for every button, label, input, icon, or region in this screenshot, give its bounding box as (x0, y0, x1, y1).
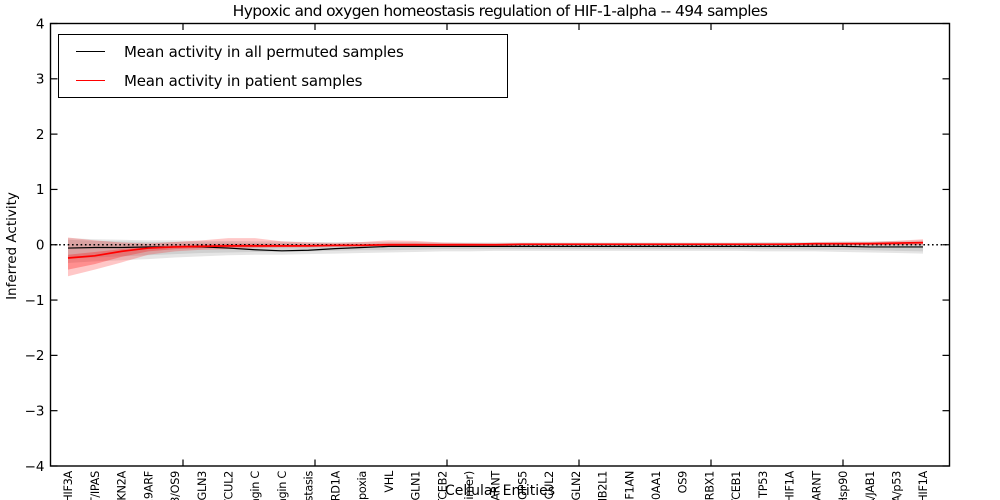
x-category-label: OS9 (677, 471, 690, 493)
legend-item-permuted: Mean activity in all permuted samples (59, 38, 507, 66)
x-category-label: HIF1A/p53 (890, 471, 903, 500)
x-category-label: VHL (383, 470, 396, 493)
x-category-label: HIF1A/Hsp90 (837, 471, 850, 500)
x-axis-label: Cellular Entities (444, 483, 556, 499)
x-category-label: HIF1A/ARNT (810, 471, 823, 500)
x-category-label: FIH (dimer) (463, 471, 476, 500)
patient-mean-line (67, 241, 924, 259)
y-tick-label: −4 (25, 459, 45, 475)
x-category-label: response to hypoxia (356, 471, 369, 500)
legend-box: Mean activity in all permuted samples Me… (58, 34, 508, 98)
permuted-mean-line (67, 245, 923, 252)
patient-line-swatch (76, 80, 105, 81)
x-category-label: CUL2 (543, 471, 556, 500)
permuted-line-swatch (76, 51, 105, 52)
x-category-label: RACK1/Elongin B/Elongin C (276, 471, 289, 500)
y-tick-label: 3 (36, 72, 45, 88)
legend-label-patient: Mean activity in patient samples (124, 71, 363, 90)
x-category-label: HIF3A (62, 470, 75, 500)
x-category-label: HIF1A/JAB1 (864, 471, 877, 500)
y-tick-label: −2 (25, 348, 45, 364)
x-category-label: EGLN2 (570, 471, 583, 500)
y-tick-label: 2 (36, 127, 45, 143)
x-category-label: HIF1A/RACK1/Elongin B/Elongin C (249, 471, 262, 500)
y-tick-label: −1 (25, 293, 45, 309)
x-category-label: HIF1AN (623, 471, 636, 500)
x-category-label: HIF1A/p19ARF (142, 471, 155, 500)
x-category-label: EGLN1 (410, 471, 423, 500)
legend-item-patient: Mean activity in patient samples (59, 67, 507, 95)
x-category-label: CDKN2A (116, 470, 129, 500)
chart-title: Hypoxic and oxygen homeostasis regulatio… (232, 2, 768, 20)
x-category-label: ARNT/IPAS (89, 471, 102, 500)
x-category-label: VHL/Elongin B/Elongin C/RBX1/CUL2/HIF1A (917, 470, 930, 500)
x-category-label: GNB2L1 (597, 471, 610, 500)
x-category-label: ARD1A (329, 470, 342, 500)
x-category-label: ARNT (490, 471, 503, 500)
x-category-label: HSP90AA1 (650, 471, 663, 500)
x-category-label: oxygen homeostasis (303, 471, 316, 500)
y-tick-label: −3 (25, 403, 45, 419)
legend-label-permuted: Mean activity in all permuted samples (124, 42, 404, 61)
x-category-label: COPS5 (516, 471, 529, 500)
x-category-label: TCEB2 (436, 471, 449, 500)
x-category-label: HIF1A (784, 470, 797, 500)
x-category-label: VHL/Elongin B/Elongin C/RBX1/CUL2 (223, 471, 236, 500)
y-axis-label: Inferred Activity (4, 192, 20, 300)
x-category-label: EGLN3 (196, 471, 209, 500)
x-category-label: RBX1 (703, 471, 716, 500)
y-tick-label: 1 (36, 182, 45, 198)
y-tick-label: 4 (36, 16, 45, 32)
x-category-label: TP53 (757, 471, 770, 499)
x-category-label: PHD1-3/OS9 (169, 471, 182, 500)
x-category-label: TCEB1 (730, 471, 743, 500)
y-tick-label: 0 (36, 238, 45, 254)
patient-spread-outer-band (68, 237, 923, 277)
